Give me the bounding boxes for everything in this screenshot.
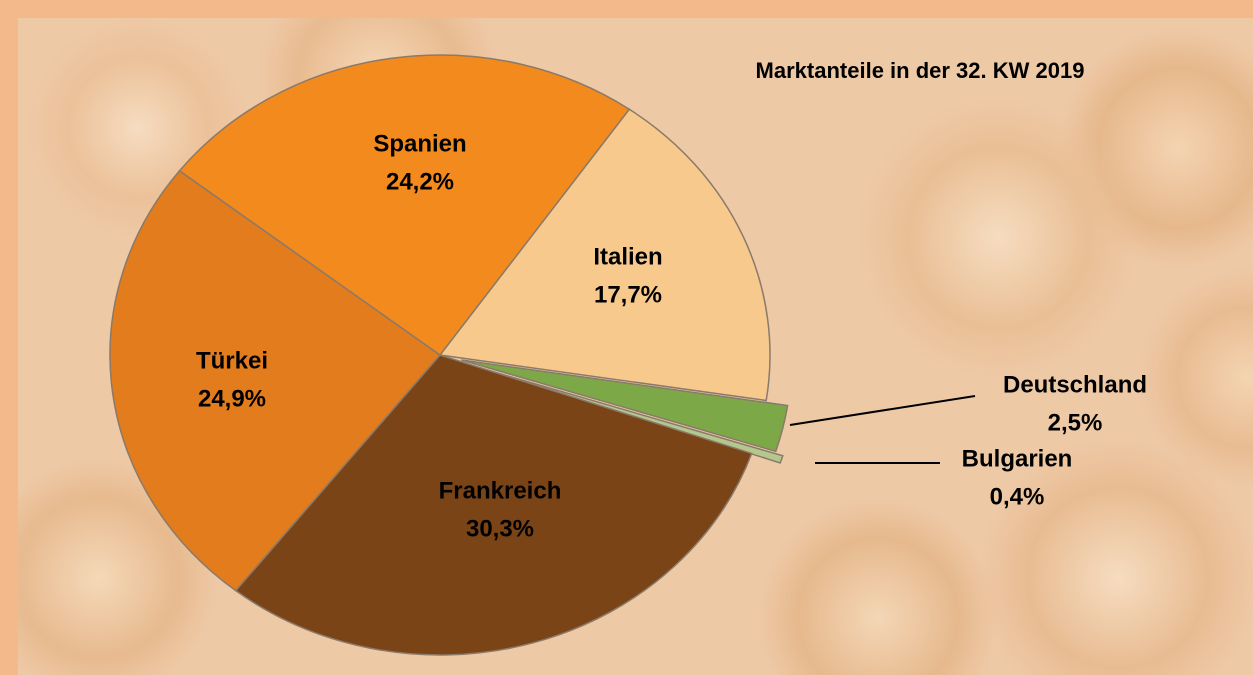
- slice-label: Bulgarien: [962, 445, 1073, 472]
- pie-slice: [234, 354, 753, 656]
- pie-slice: [461, 359, 789, 453]
- pie-slice: [109, 169, 442, 592]
- slice-label: Deutschland: [1003, 371, 1147, 398]
- slice-label: Italien: [593, 243, 662, 270]
- slice-label: Türkei: [196, 347, 268, 374]
- leader-line: [789, 395, 976, 426]
- value-label: 24,2%: [386, 168, 454, 195]
- value-label: 0,4%: [990, 483, 1045, 510]
- slice-label: Spanien: [373, 130, 466, 157]
- pie-slice: [178, 54, 631, 357]
- value-label: 2,5%: [1048, 409, 1103, 436]
- value-label: 17,7%: [594, 281, 662, 308]
- pie-slice: [438, 108, 771, 402]
- value-label: 30,3%: [466, 515, 534, 542]
- chart-title: Marktanteile in der 32. KW 2019: [756, 58, 1085, 83]
- value-label: 24,9%: [198, 385, 266, 412]
- slice-label: Frankreich: [439, 477, 562, 504]
